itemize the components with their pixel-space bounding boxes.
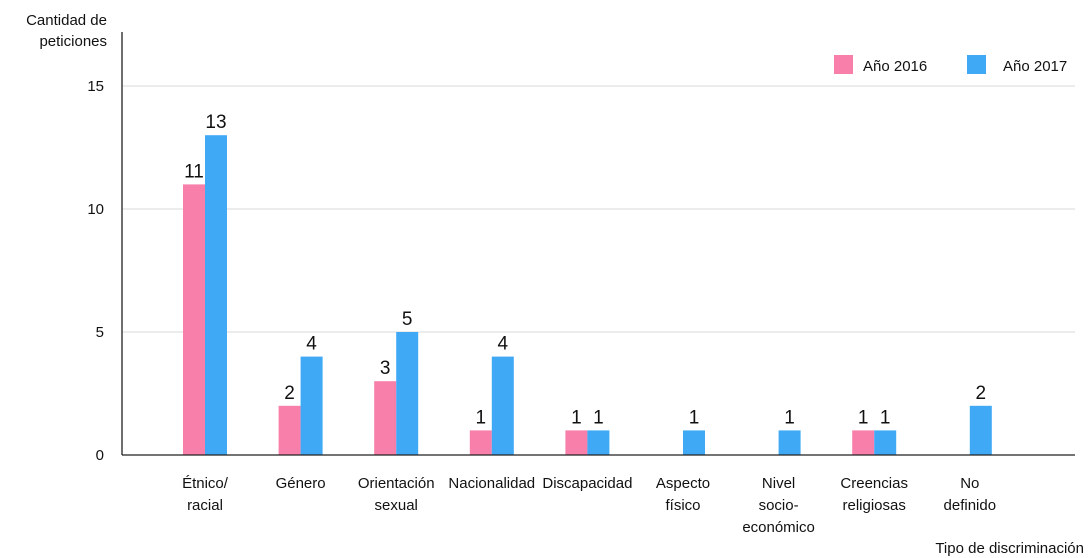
bar-2017: [491, 356, 514, 455]
bar-2016: [183, 184, 205, 455]
gridlines: [122, 85, 1075, 333]
y-axis-label: Cantidad de peticiones: [26, 12, 107, 50]
x-tick-label: Orientación sexual: [358, 475, 435, 514]
data-label: 3: [380, 358, 391, 379]
data-label: 5: [402, 309, 413, 330]
x-tick-label: No definido: [944, 475, 997, 514]
bar-2017: [778, 430, 801, 455]
data-label: 1: [784, 407, 795, 428]
bar-2017: [874, 430, 897, 455]
bar-2017: [969, 405, 992, 455]
data-label: 2: [284, 383, 295, 404]
data-label: 1: [880, 407, 891, 428]
x-tick-label: Nivel socio-económico: [742, 475, 815, 536]
x-tick-label: Étnico/racial: [182, 475, 229, 514]
data-label: 1: [689, 407, 700, 428]
y-tick-label: 10: [87, 201, 104, 218]
data-label: 13: [205, 112, 226, 133]
bar-2016: [565, 430, 588, 455]
y-tick-label: 0: [96, 447, 104, 464]
legend-label: Año 2017: [1003, 58, 1067, 75]
data-label: 11: [184, 161, 204, 182]
x-tick-label: Creencias religiosas: [840, 475, 908, 514]
y-tick-labels: 0 5 10 15: [87, 78, 104, 464]
x-tick-label: Aspecto físico: [656, 475, 710, 514]
bar-2017: [587, 430, 610, 455]
bar-2017: [683, 430, 705, 455]
y-tick-label: 15: [87, 78, 104, 95]
bar-2016: [469, 430, 492, 455]
bar-2017: [205, 135, 227, 455]
data-label: 1: [858, 407, 869, 428]
x-tick-label: Discapacidad: [542, 475, 632, 492]
data-label: 2: [976, 383, 987, 404]
legend-swatch: [967, 55, 986, 74]
data-label: 1: [476, 407, 487, 428]
x-tick-labels: Étnico/racial Género Orientación sexual Naci…: [182, 475, 996, 536]
bars: [183, 135, 992, 455]
x-axis-label: Tipo de discriminación: [935, 540, 1084, 557]
bar-2016: [278, 405, 301, 455]
legend: Año 2016 Año 2017: [834, 55, 1067, 75]
bar-2016: [852, 430, 875, 455]
data-label: 1: [571, 407, 582, 428]
legend-swatch: [834, 55, 853, 74]
legend-label: Año 2016: [863, 58, 927, 75]
x-tick-label: Género: [276, 475, 326, 492]
bar-2017: [300, 356, 323, 455]
bar-2016: [374, 381, 397, 455]
data-label: 4: [498, 334, 509, 355]
x-tick-label: Nacionalidad: [448, 475, 535, 492]
bar-2017: [396, 332, 419, 455]
data-label: 4: [306, 334, 317, 355]
y-tick-label: 5: [96, 324, 104, 341]
data-label: 1: [593, 407, 604, 428]
